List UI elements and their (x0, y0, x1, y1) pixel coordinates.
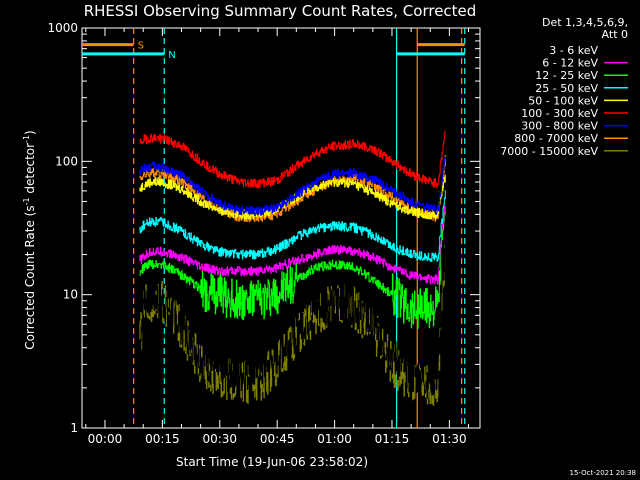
series-line (139, 130, 446, 189)
series-line (139, 190, 446, 262)
legend-title-line-2: Att 0 (602, 28, 628, 41)
plot-frame (81, 27, 481, 429)
legend-label: 100 - 300 keV (521, 107, 598, 120)
series-line (139, 232, 446, 399)
series-layer (139, 130, 446, 406)
y-axis-label: Corrected Count Rate (s-1 detector-1) (22, 130, 37, 349)
legend-label: 12 - 25 keV (535, 69, 598, 82)
legend-label: 25 - 50 keV (535, 82, 598, 95)
series-line (139, 157, 446, 217)
y-tick-label: 10 (63, 288, 78, 302)
legend-label: 300 - 800 keV (521, 120, 598, 133)
y-tick-label: 1 (70, 421, 78, 435)
chart-title: RHESSI Observing Summary Count Rates, Co… (84, 2, 477, 20)
x-axis-label: Start Time (19-Jun-06 23:58:02) (176, 455, 368, 469)
x-tick-label: 00:45 (260, 432, 295, 446)
x-tick-label: 01:00 (317, 432, 352, 446)
y-tick-label: 100 (55, 154, 78, 168)
x-tick-label: 00:00 (88, 432, 123, 446)
y-tick-label: 1000 (47, 21, 78, 35)
legend-label: 6 - 12 keV (542, 57, 598, 70)
legend-label: 50 - 100 keV (528, 94, 598, 107)
legend-label: 3 - 6 keV (549, 44, 598, 57)
axis-ticks: 00:00 00:15 00:30 00:45 01:00 01:15 01:30 1 10 10… (47, 21, 480, 446)
x-tick-label: 01:15 (375, 432, 410, 446)
series-line (139, 212, 446, 329)
flag-bars: SN (82, 41, 465, 61)
legend-label: 7000 - 15000 keV (500, 145, 598, 158)
plot-border (81, 27, 481, 429)
legend-label: 800 - 7000 keV (514, 132, 598, 145)
x-tick-label: 01:30 (432, 432, 467, 446)
x-tick-label: 00:15 (145, 432, 180, 446)
legend-title-line-1: Det 1,3,4,5,6,9, (542, 16, 628, 29)
footer-date: 15-Oct-2021 20:38 (570, 469, 636, 477)
series-line (139, 205, 446, 285)
flag-bar-label: N (168, 50, 175, 61)
x-tick-label: 00:30 (202, 432, 237, 446)
flag-bar-label: S (138, 41, 144, 52)
